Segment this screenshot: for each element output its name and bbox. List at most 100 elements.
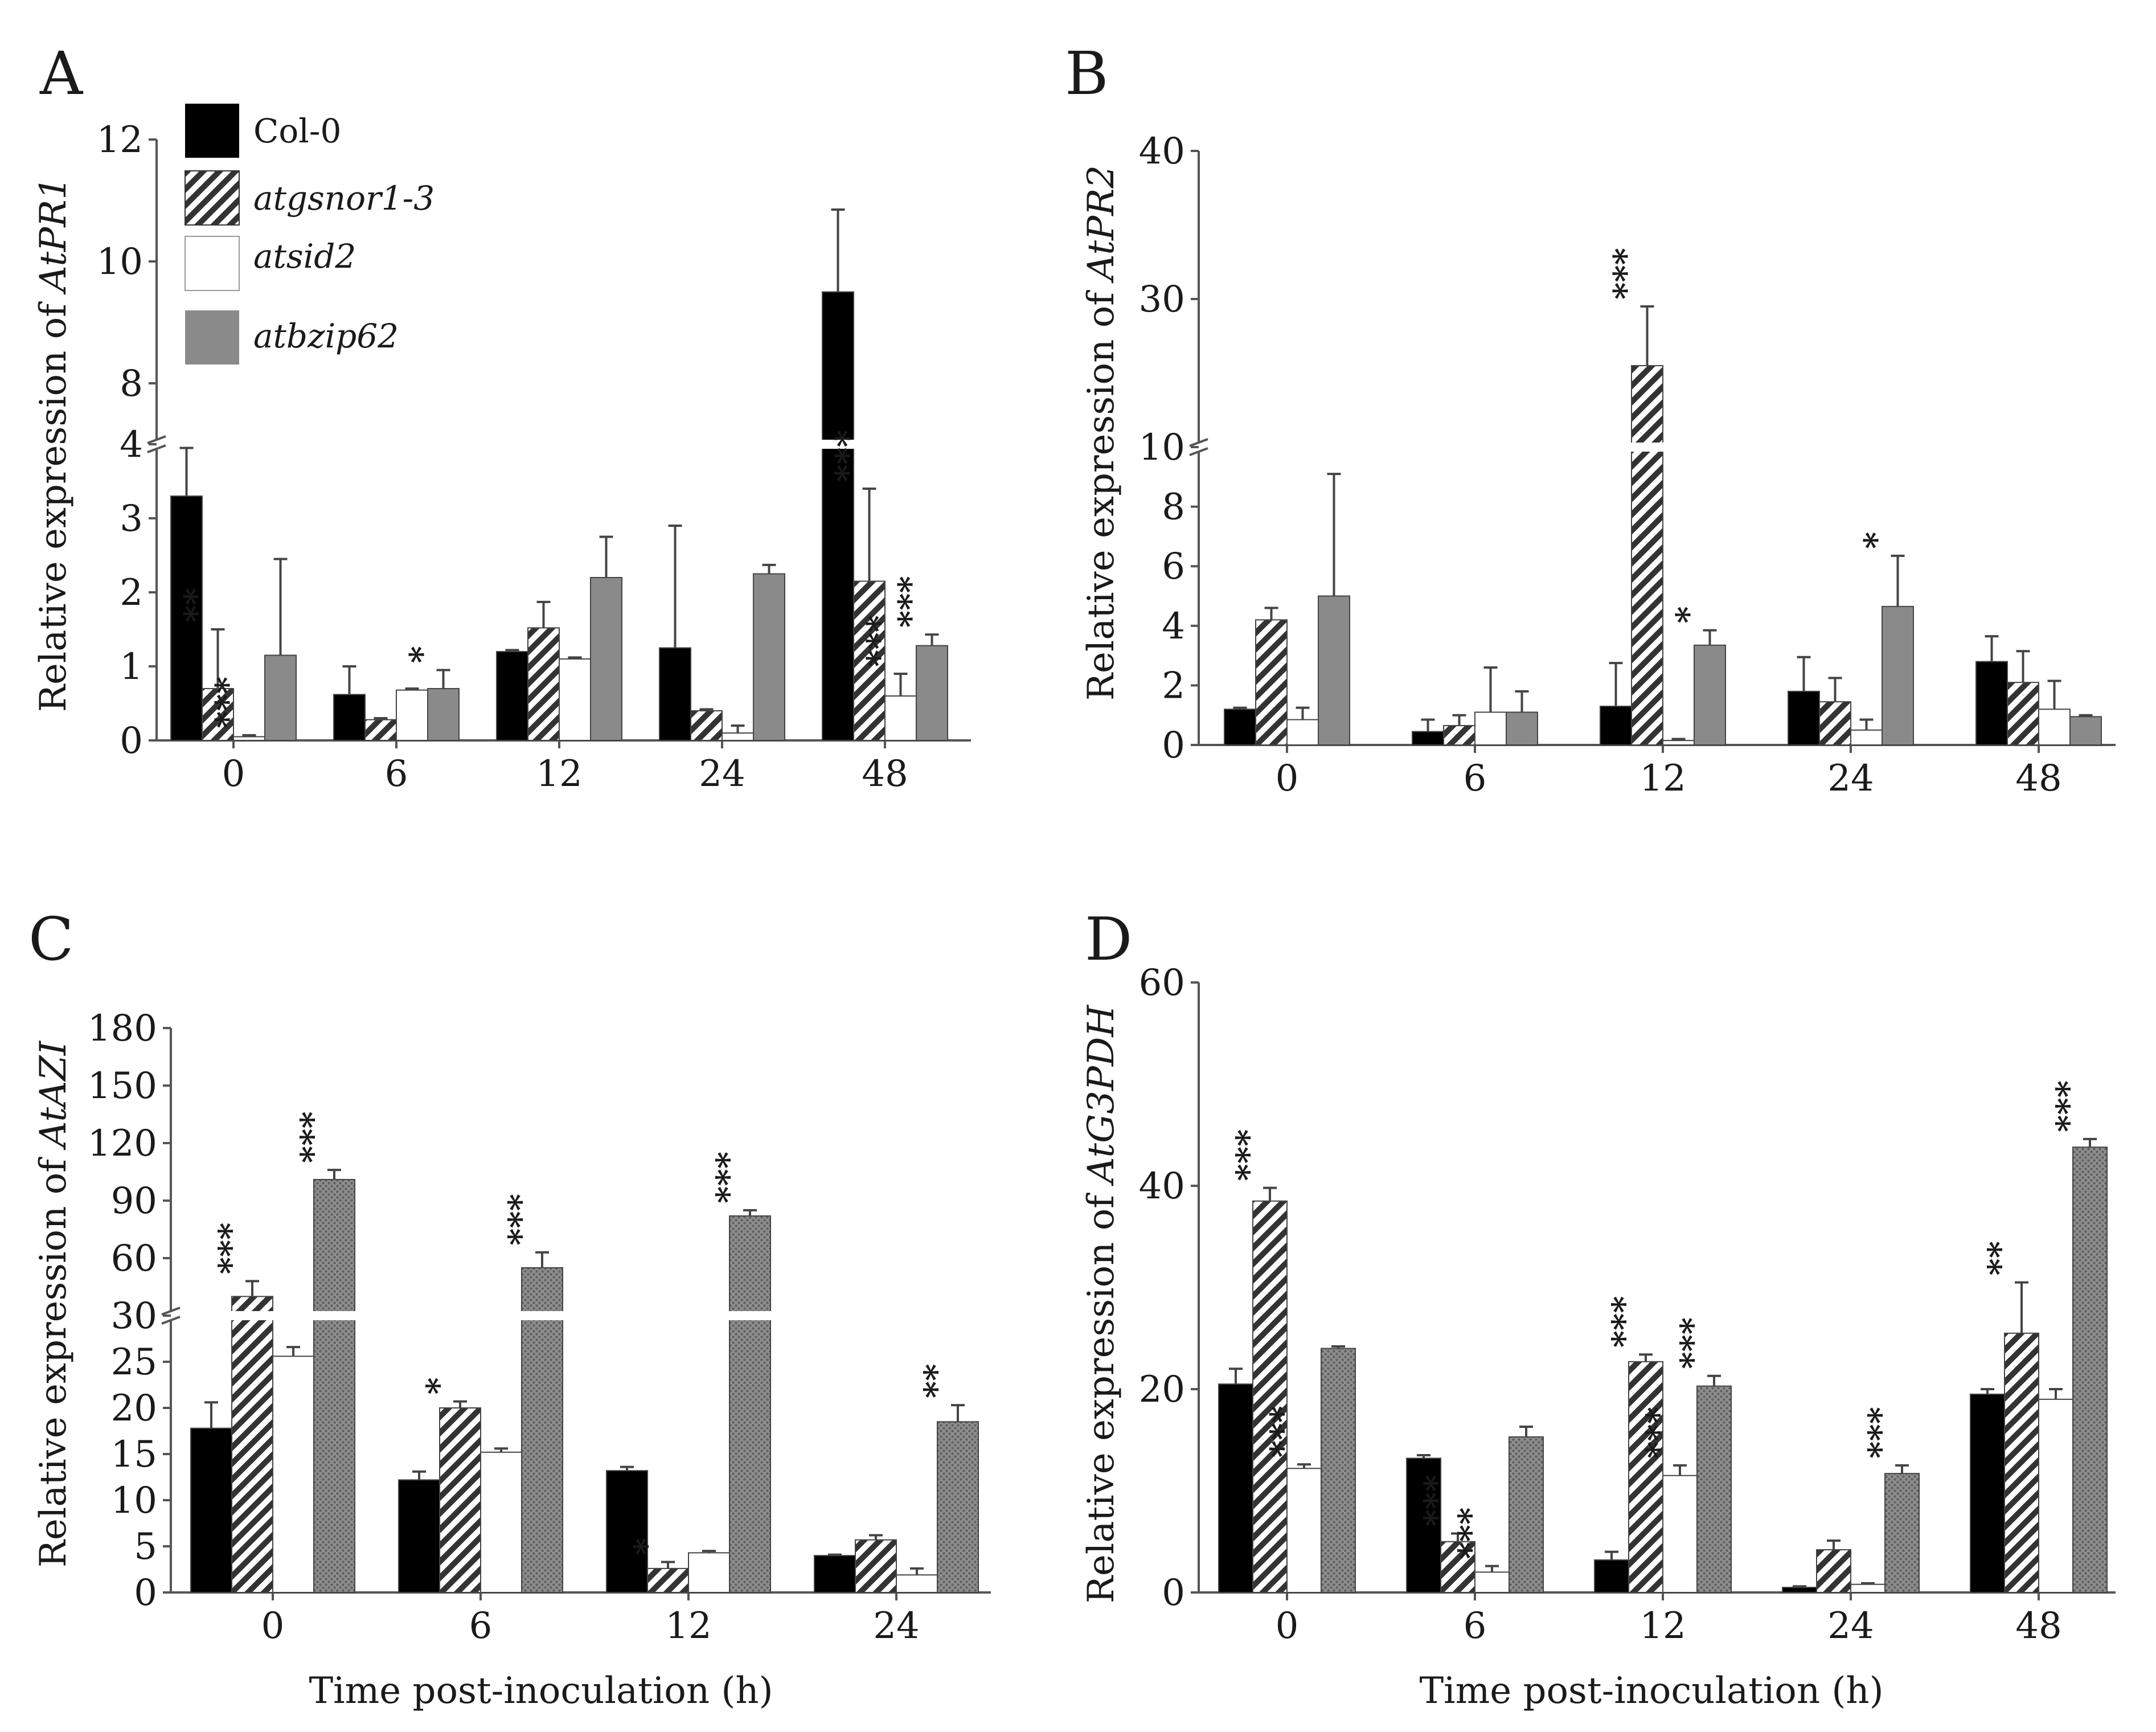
significance-label-d: *** (1639, 1407, 1678, 1459)
legend-swatch-atgsnor1-3 (185, 170, 240, 226)
bar-break-gap-b (1629, 443, 1665, 452)
significance-label-a: *** (860, 615, 899, 667)
bar-b-atgsnor1-3 (1443, 725, 1475, 746)
significance-label-c: ** (917, 1364, 956, 1398)
bar-a-atbzip62 (590, 577, 622, 741)
bar-d-atbzip62 (1321, 1348, 1356, 1594)
significance-label-d: *** (1861, 1407, 1900, 1459)
x-tick-label-b: 6 (1464, 758, 1487, 800)
y-tick-label-c: 120 (88, 1123, 157, 1165)
x-tick-label-a: 24 (699, 753, 745, 795)
bar-d-atbzip62 (1696, 1385, 1732, 1594)
y-tick-label-c: 15 (111, 1434, 157, 1476)
x-tick-label-b: 48 (2015, 758, 2061, 800)
axis-break-mark-c (161, 1307, 181, 1316)
bar-b-col-0 (1224, 709, 1256, 746)
bar-a-col-0 (170, 496, 203, 741)
bar-c-col-0 (606, 1470, 648, 1593)
axis-break-mark-c (161, 1316, 181, 1325)
bar-d-col-0 (1782, 1587, 1817, 1593)
bar-c-atsid2 (688, 1552, 730, 1594)
y-tick-label-c: 0 (134, 1572, 157, 1614)
axis-break-mark-a (147, 435, 166, 444)
y-tick-label-a: 8 (120, 363, 143, 405)
bar-d-atgsnor1-3 (1440, 1541, 1475, 1593)
x-tick-label-b: 12 (1639, 758, 1686, 800)
bar-d-atbzip62 (1509, 1436, 1544, 1594)
x-tick-label-c: 0 (261, 1605, 285, 1647)
y-tick-label-a: 2 (120, 572, 143, 614)
bar-a-atgsnor1-3 (853, 580, 886, 741)
bar-break-gap-c (727, 1311, 773, 1320)
x-tick-label-a: 6 (385, 753, 408, 795)
panel-label-b: B (1065, 39, 1108, 108)
bar-c-atgsnor1-3 (439, 1407, 481, 1593)
bar-a-atgsnor1-3 (690, 710, 723, 741)
x-tick-label-b: 0 (1276, 758, 1299, 800)
legend-label-col-0: Col-0 (253, 112, 341, 150)
y-tick-label-c: 150 (88, 1065, 157, 1107)
significance-label-b: *** (1606, 248, 1645, 300)
bar-c-atgsnor1-3 (231, 1296, 273, 1593)
bar-c-atsid2 (896, 1574, 938, 1593)
significance-label-b: * (1857, 532, 1896, 549)
bar-c-atgsnor1-3 (647, 1567, 689, 1593)
y-tick-label-d: 20 (1139, 1369, 1185, 1411)
bar-a-atsid2 (233, 736, 265, 741)
bar-b-atbzip62 (2069, 716, 2102, 746)
bar-d-atsid2 (1662, 1475, 1698, 1594)
bar-a-atsid2 (722, 732, 754, 741)
bar-c-atbzip62 (313, 1178, 355, 1593)
legend-swatch-atsid2 (185, 236, 240, 291)
y-axis-title-a: Relative expression of AtPR1 (32, 177, 75, 712)
bar-b-atgsnor1-3 (1819, 701, 1851, 746)
bar-a-atgsnor1-3 (202, 688, 234, 741)
significance-label-a: *** (829, 430, 867, 482)
significance-label-a: *** (891, 576, 930, 628)
bar-b-col-0 (1600, 706, 1632, 746)
y-tick-label-d: 40 (1139, 1165, 1185, 1207)
y-tick-label-b: 0 (1162, 724, 1185, 767)
bar-c-atbzip62 (937, 1421, 979, 1594)
x-tick-label-c: 24 (873, 1605, 919, 1647)
bar-d-col-0 (1218, 1383, 1253, 1593)
bar-d-atsid2 (1850, 1583, 1886, 1593)
y-tick-label-b: 8 (1162, 486, 1185, 529)
axis-break-mark-b (1189, 447, 1208, 456)
axis-break-mark-b (1189, 438, 1208, 447)
significance-label-d: *** (1451, 1508, 1490, 1559)
bar-b-col-0 (1788, 690, 1820, 746)
bar-d-atgsnor1-3 (1816, 1549, 1851, 1594)
significance-label-d: *** (2049, 1080, 2088, 1132)
bar-c-atbzip62 (521, 1267, 563, 1593)
legend-label-atgsnor1-3: atgsnor1-3 (253, 179, 435, 218)
bar-break-gap-a (820, 440, 856, 449)
significance-label-c: *** (293, 1111, 332, 1163)
bar-a-col-0 (333, 694, 366, 742)
bar-b-atbzip62 (1694, 644, 1726, 746)
y-tick-label-c: 5 (134, 1526, 157, 1568)
legend-label-atsid2: atsid2 (253, 237, 356, 276)
significance-label-c: *** (501, 1194, 540, 1246)
bar-b-atsid2 (1474, 711, 1507, 746)
significance-label-d: *** (1673, 1317, 1712, 1369)
bar-a-col-0 (496, 651, 528, 741)
legend-swatch-col-0 (185, 104, 239, 158)
legend: Col-0 atgsnor1-3 atsid2 atbzip62 (185, 104, 435, 365)
y-tick-label-c: 90 (111, 1180, 157, 1222)
y-tick-label-c: 10 (111, 1480, 157, 1522)
bar-a-atsid2 (559, 658, 591, 741)
y-tick-label-c: 30 (111, 1295, 157, 1337)
bar-d-atsid2 (2038, 1398, 2073, 1594)
bar-d-atsid2 (1474, 1571, 1510, 1594)
bar-d-col-0 (1970, 1393, 2005, 1594)
significance-label-d: *** (1229, 1129, 1268, 1181)
bar-b-atbzip62 (1882, 605, 1914, 746)
bar-a-col-0 (659, 647, 691, 741)
bar-d-atgsnor1-3 (2004, 1332, 2039, 1593)
significance-label-d: ** (1981, 1241, 2019, 1276)
bar-a-atgsnor1-3 (527, 627, 560, 742)
significance-label-a: * (403, 646, 441, 663)
bar-b-atgsnor1-3 (2007, 682, 2039, 746)
